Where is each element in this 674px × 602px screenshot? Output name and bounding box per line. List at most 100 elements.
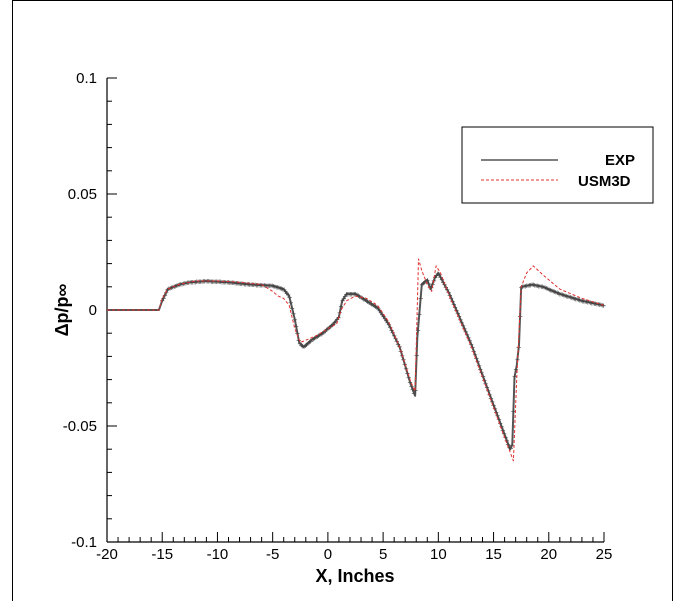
exp-marker: + bbox=[438, 274, 444, 282]
exp-marker: + bbox=[459, 319, 465, 327]
exp-marker: + bbox=[191, 278, 197, 286]
exp-marker: + bbox=[228, 279, 234, 287]
exp-marker: + bbox=[507, 444, 513, 452]
exp-marker: + bbox=[390, 329, 396, 337]
exp-marker: + bbox=[224, 279, 230, 287]
exp-marker: + bbox=[480, 373, 486, 381]
exp-marker: + bbox=[492, 405, 498, 413]
exp-marker: + bbox=[243, 281, 249, 289]
exp-marker: + bbox=[499, 423, 505, 431]
exp-marker: + bbox=[533, 282, 539, 290]
exp-marker: + bbox=[349, 290, 355, 298]
exp-marker: + bbox=[208, 278, 214, 286]
exp-marker: + bbox=[461, 325, 467, 333]
x-tick-label: 20 bbox=[540, 546, 557, 563]
x-tick-label: -20 bbox=[96, 546, 118, 563]
exp-marker: + bbox=[501, 430, 507, 438]
exp-marker: + bbox=[200, 278, 206, 286]
exp-marker: + bbox=[573, 295, 579, 303]
exp-marker: + bbox=[557, 290, 563, 298]
exp-marker: + bbox=[264, 282, 270, 290]
exp-marker: + bbox=[275, 284, 281, 292]
exp-marker: + bbox=[300, 343, 306, 351]
exp-marker: + bbox=[373, 303, 379, 311]
series-line-exp bbox=[107, 271, 605, 451]
x-tick-label: 0 bbox=[324, 546, 332, 563]
exp-marker: + bbox=[509, 442, 515, 450]
exp-marker: + bbox=[283, 288, 289, 296]
exp-marker: + bbox=[338, 303, 344, 311]
exp-marker: + bbox=[325, 325, 331, 333]
exp-marker: + bbox=[230, 279, 236, 287]
exp-marker: + bbox=[473, 355, 479, 363]
exp-marker: + bbox=[412, 387, 418, 395]
exp-marker: + bbox=[324, 326, 330, 334]
exp-marker: + bbox=[448, 294, 454, 302]
exp-marker: + bbox=[549, 287, 555, 295]
exp-marker: + bbox=[219, 278, 225, 286]
exp-marker: + bbox=[496, 416, 502, 424]
exp-marker: + bbox=[308, 337, 314, 345]
exp-marker: + bbox=[426, 280, 432, 288]
exp-marker: + bbox=[406, 374, 412, 382]
exp-marker: + bbox=[578, 297, 584, 305]
exp-marker: + bbox=[452, 304, 458, 312]
legend-box bbox=[461, 126, 654, 204]
exp-marker: + bbox=[256, 281, 262, 289]
exp-marker: + bbox=[285, 291, 291, 299]
exp-marker: + bbox=[374, 304, 380, 312]
exp-marker: + bbox=[457, 316, 463, 324]
exp-marker: + bbox=[223, 279, 229, 287]
exp-marker: + bbox=[216, 278, 222, 286]
y-tick-label: 0.1 bbox=[76, 70, 97, 87]
exp-marker: + bbox=[526, 282, 532, 290]
exp-marker: + bbox=[187, 279, 193, 287]
exp-marker: + bbox=[279, 285, 285, 293]
exp-marker: + bbox=[444, 286, 450, 294]
x-tick-label: 5 bbox=[379, 546, 387, 563]
exp-marker: + bbox=[544, 285, 550, 293]
exp-marker: + bbox=[419, 281, 425, 289]
exp-marker: + bbox=[404, 370, 410, 378]
exp-marker: + bbox=[541, 284, 547, 292]
exp-marker: + bbox=[288, 299, 294, 307]
exp-marker: + bbox=[579, 297, 585, 305]
exp-marker: + bbox=[247, 281, 253, 289]
exp-marker: + bbox=[227, 279, 233, 287]
exp-marker: + bbox=[599, 302, 605, 310]
exp-marker: + bbox=[357, 293, 363, 301]
exp-marker: + bbox=[284, 290, 290, 298]
x-tick-label: -15 bbox=[151, 546, 173, 563]
exp-marker: + bbox=[432, 274, 438, 282]
exp-marker: + bbox=[214, 278, 220, 286]
exp-marker: + bbox=[565, 293, 571, 301]
exp-marker: + bbox=[207, 278, 213, 286]
exp-marker: + bbox=[484, 384, 490, 392]
series-layer: ++++++++++++++++++++++++++++++++++++++++… bbox=[107, 258, 607, 462]
x-axis-title: X, Inches bbox=[315, 566, 394, 586]
exp-marker: + bbox=[521, 283, 527, 291]
exp-marker: + bbox=[202, 278, 208, 286]
exp-marker: + bbox=[383, 317, 389, 325]
exp-marker: + bbox=[310, 335, 316, 343]
exp-marker: + bbox=[211, 278, 217, 286]
exp-marker: + bbox=[210, 278, 216, 286]
exp-marker: + bbox=[169, 284, 175, 292]
exp-marker: + bbox=[163, 289, 169, 297]
exp-marker: + bbox=[183, 279, 189, 287]
exp-marker: + bbox=[161, 294, 167, 302]
exp-marker: + bbox=[203, 278, 209, 286]
exp-marker: + bbox=[271, 282, 277, 290]
exp-marker: + bbox=[194, 278, 200, 286]
exp-marker: + bbox=[302, 342, 308, 350]
exp-marker: + bbox=[587, 299, 593, 307]
exp-marker: + bbox=[423, 278, 429, 286]
exp-marker: + bbox=[389, 327, 395, 335]
exp-marker: + bbox=[159, 297, 165, 305]
exp-marker: + bbox=[184, 279, 190, 287]
exp-marker: + bbox=[481, 376, 487, 384]
exp-marker: + bbox=[272, 283, 278, 291]
exp-marker: + bbox=[318, 330, 324, 338]
exp-marker: + bbox=[493, 409, 499, 417]
exp-marker: + bbox=[334, 316, 340, 324]
